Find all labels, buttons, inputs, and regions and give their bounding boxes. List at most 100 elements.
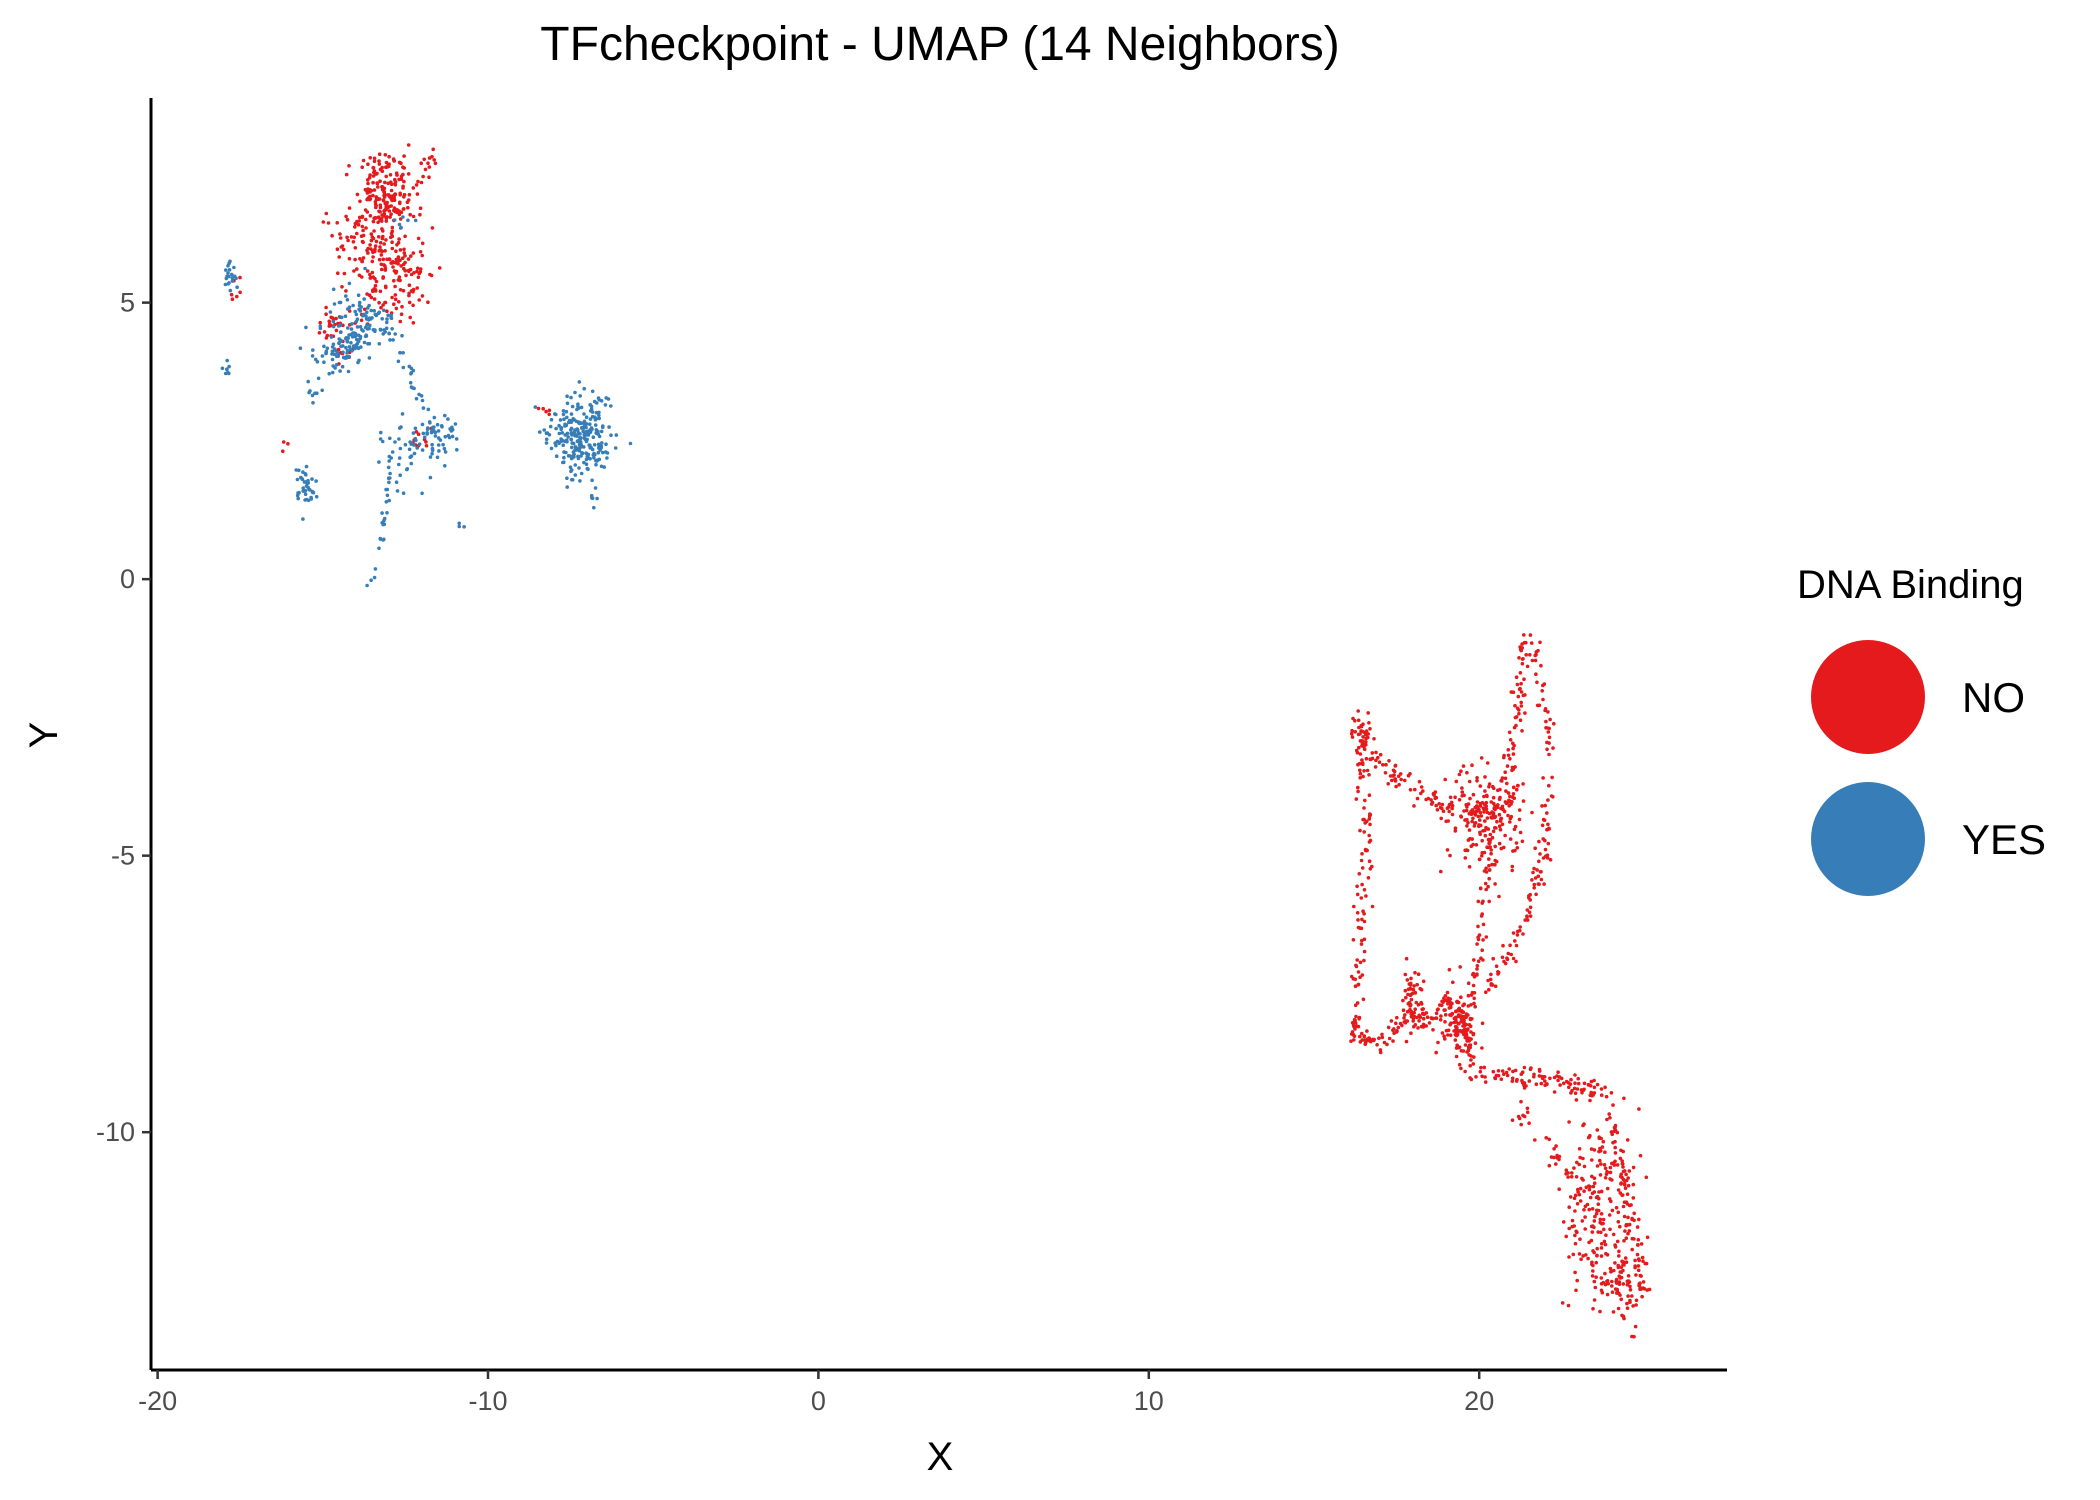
point-yes: [562, 455, 566, 460]
y-tick-label: -10: [96, 1117, 135, 1147]
point-no: [1621, 1169, 1626, 1174]
point-yes: [588, 403, 592, 407]
point-no: [1503, 776, 1508, 781]
point-no: [399, 264, 403, 268]
point-no: [1358, 828, 1362, 833]
point-no: [1592, 1181, 1597, 1185]
point-no: [1528, 633, 1533, 637]
point-no: [1351, 716, 1355, 721]
point-no: [1510, 868, 1514, 873]
point-no: [383, 180, 387, 185]
point-no: [1497, 841, 1502, 846]
point-no: [1363, 1042, 1367, 1046]
point-no: [1450, 812, 1455, 817]
point-no: [1473, 821, 1478, 825]
point-no: [1538, 870, 1543, 874]
point-no: [1483, 828, 1487, 833]
point-yes: [346, 369, 351, 374]
point-yes: [443, 434, 448, 439]
point-yes: [422, 435, 427, 440]
point-no: [1529, 641, 1534, 645]
point-no: [398, 248, 403, 252]
point-no: [1598, 1173, 1603, 1177]
point-no: [1543, 708, 1547, 713]
point-yes: [593, 486, 598, 490]
point-yes: [300, 477, 305, 482]
point-yes: [297, 468, 301, 473]
point-no: [373, 288, 378, 292]
point-no: [1470, 808, 1475, 812]
point-no: [431, 147, 436, 152]
point-no: [1552, 721, 1556, 726]
point-no: [1567, 1226, 1571, 1231]
point-no: [1529, 1066, 1533, 1070]
point-no: [1355, 958, 1359, 962]
point-no: [1602, 1227, 1606, 1232]
point-no: [1354, 797, 1359, 801]
point-no: [1478, 784, 1483, 788]
point-no: [426, 300, 430, 305]
point-no: [389, 195, 393, 199]
point-yes: [328, 310, 333, 314]
point-no: [1621, 1165, 1625, 1169]
point-no: [1517, 687, 1522, 691]
point-no: [1528, 892, 1532, 897]
point-no: [1599, 1189, 1604, 1194]
point-no: [1518, 671, 1523, 675]
point-no: [1567, 1255, 1571, 1259]
point-no: [1485, 761, 1490, 765]
point-no: [1459, 1010, 1464, 1014]
point-no: [1466, 981, 1471, 985]
point-no: [1551, 795, 1555, 799]
point-no: [1619, 1148, 1623, 1153]
point-no: [401, 172, 405, 177]
point-yes: [557, 423, 561, 428]
point-no: [1546, 798, 1550, 802]
point-yes: [417, 442, 422, 447]
point-yes: [561, 409, 566, 413]
point-no: [1525, 914, 1529, 918]
point-no: [1475, 972, 1479, 976]
point-no: [1511, 956, 1516, 961]
point-no: [1543, 803, 1547, 808]
point-no: [1469, 1003, 1473, 1007]
point-yes: [385, 511, 389, 515]
point-no: [1525, 918, 1530, 922]
point-no: [1645, 1235, 1650, 1240]
point-no: [1362, 958, 1366, 963]
point-no: [390, 240, 394, 244]
point-yes: [223, 371, 228, 376]
point-no: [1432, 793, 1436, 797]
point-no: [1644, 1261, 1649, 1266]
point-yes: [397, 222, 402, 227]
point-no: [1405, 1019, 1410, 1023]
point-no: [1539, 877, 1544, 882]
point-no: [416, 179, 420, 184]
point-no: [1573, 1091, 1578, 1095]
point-no: [1515, 846, 1520, 850]
point-no: [372, 169, 377, 173]
point-no: [365, 178, 370, 182]
point-no: [1453, 1032, 1458, 1037]
point-yes: [596, 442, 601, 447]
point-yes: [441, 442, 445, 447]
point-no: [330, 316, 335, 320]
point-yes: [330, 349, 335, 354]
point-yes: [347, 333, 351, 337]
point-no: [1484, 990, 1488, 994]
x-tick-label: 0: [811, 1386, 826, 1416]
x-axis-title: X: [927, 1435, 954, 1479]
point-no: [1605, 1186, 1610, 1191]
point-no: [1459, 995, 1463, 999]
point-yes: [304, 325, 308, 330]
point-no: [1497, 812, 1502, 817]
point-no: [368, 156, 373, 160]
point-no: [1454, 779, 1459, 784]
point-no: [1597, 1135, 1601, 1139]
point-no: [1533, 846, 1537, 850]
point-no: [1455, 1043, 1459, 1048]
point-no: [1356, 970, 1361, 974]
point-no: [1416, 1026, 1420, 1030]
point-no: [1540, 823, 1545, 828]
point-yes: [565, 431, 570, 436]
